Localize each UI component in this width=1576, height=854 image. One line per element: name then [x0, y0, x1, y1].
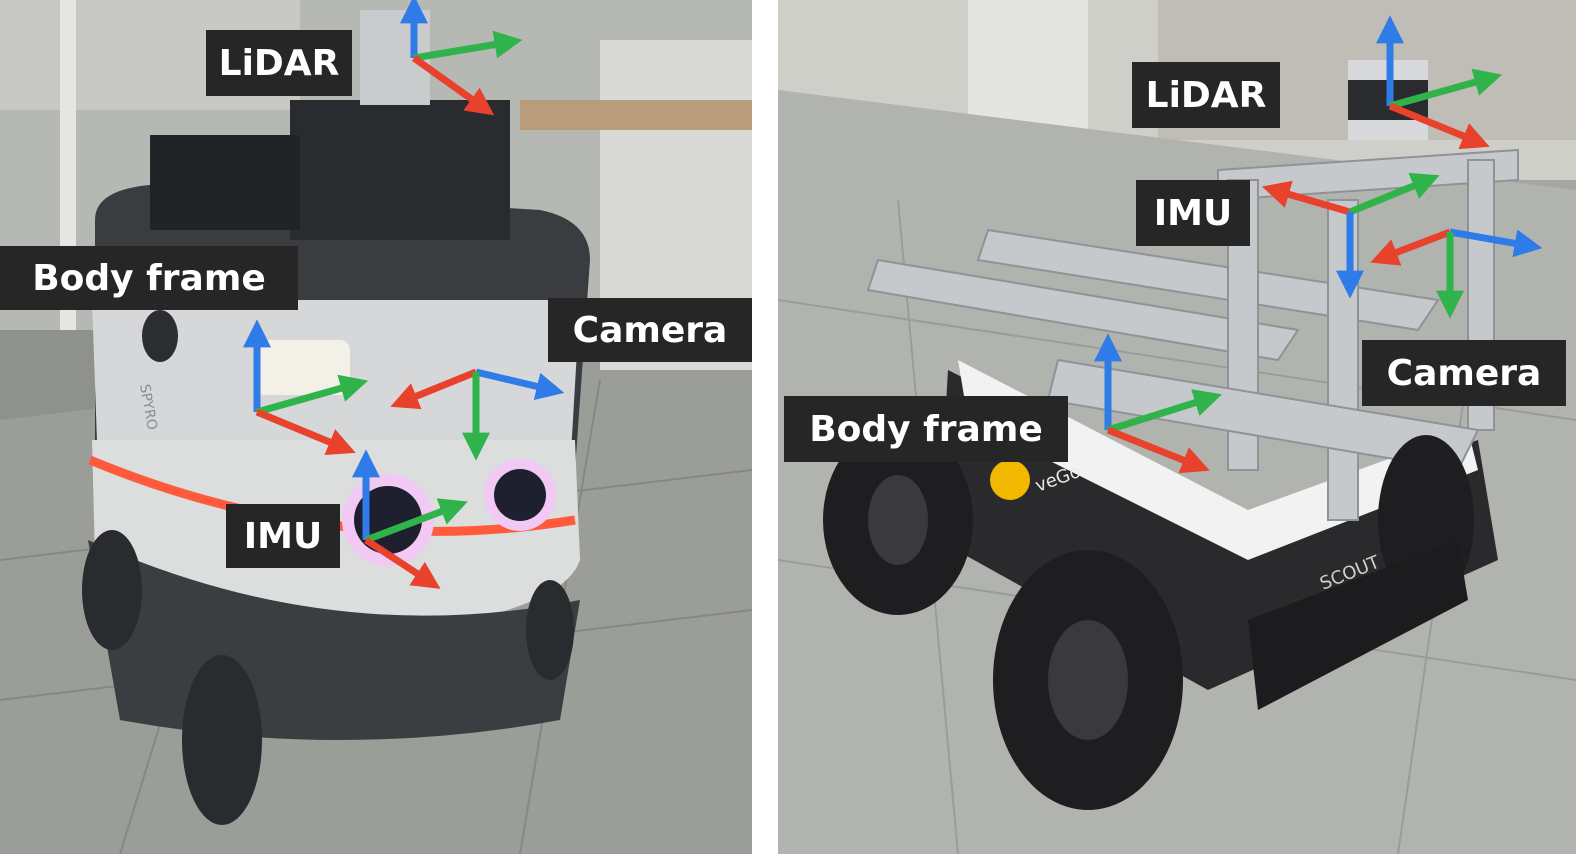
lidar-y-axis: [413, 30, 523, 62]
right-lidar-label: LiDAR: [1132, 62, 1280, 128]
left-lidar-label: LiDAR: [206, 30, 352, 96]
camera-x-axis-right: [1370, 228, 1452, 266]
body-x-axis: [255, 408, 356, 456]
right-imu-label: IMU: [1136, 180, 1250, 246]
robot-brand-text: SPYRO: [136, 383, 160, 431]
body-y-axis-right: [1106, 389, 1223, 434]
left-photo-panel: SPYRO LiDAR Body frame Camera: [0, 0, 752, 854]
left-coordinate-axes: [243, 0, 565, 589]
right-body-frame-label: Body frame: [784, 396, 1068, 462]
right-coordinate-axes: [1094, 15, 1543, 474]
imu-y-axis: [364, 498, 468, 544]
imu-y-axis-right: [1348, 172, 1440, 216]
camera-z-axis: [475, 368, 565, 401]
camera-z-axis-right: [1449, 228, 1543, 258]
lidar-x-axis: [411, 55, 495, 116]
lidar-y-axis-right: [1389, 68, 1503, 110]
body-y-axis: [256, 374, 369, 416]
right-camera-label: Camera: [1362, 340, 1566, 406]
imu-x-axis-right: [1261, 180, 1351, 216]
left-camera-label: Camera: [548, 298, 752, 362]
body-x-axis-right: [1106, 426, 1210, 474]
left-body-frame-label: Body frame: [0, 246, 298, 310]
left-imu-label: IMU: [226, 504, 340, 568]
right-photo-panel: SCOUT veGo LiDAR IMU Camer: [778, 0, 1576, 854]
lidar-x-axis-right: [1388, 102, 1490, 150]
camera-x-axis: [390, 368, 478, 410]
imu-x-axis: [364, 537, 441, 589]
